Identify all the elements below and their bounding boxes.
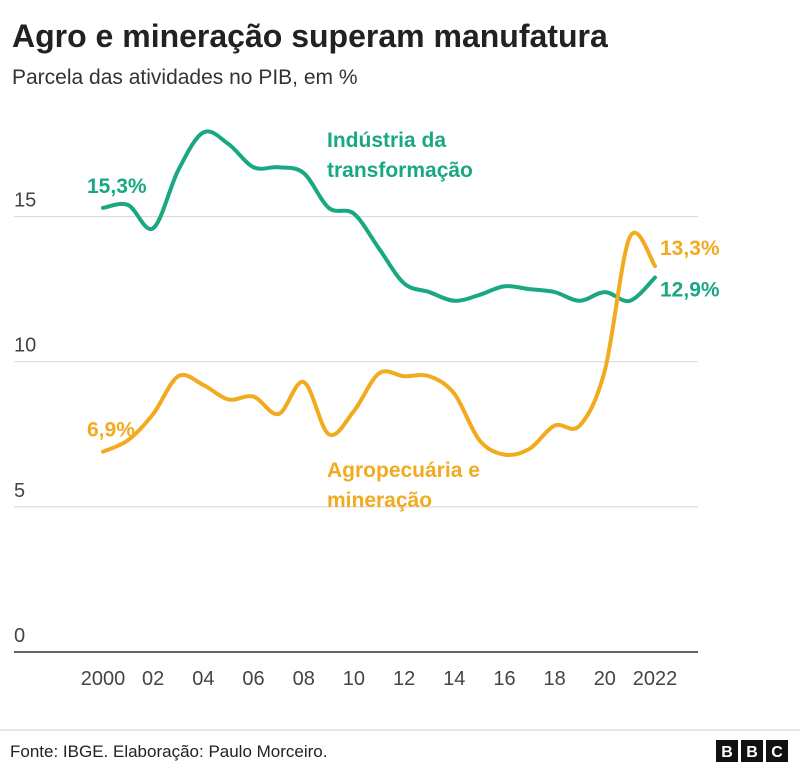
y-tick-label: 15 [14, 190, 36, 212]
series-line [101, 230, 657, 458]
x-tick-label: 2022 [633, 668, 678, 690]
y-tick-label: 10 [14, 335, 36, 357]
value-label: 13,3% [660, 237, 720, 260]
x-tick-label: 02 [142, 668, 164, 690]
x-tick-label: 12 [393, 668, 415, 690]
chart-subtitle: Parcela das atividades no PIB, em % [12, 66, 358, 89]
logo-box [766, 740, 788, 762]
x-tick-label: 10 [343, 668, 365, 690]
x-tick-label: 20 [594, 668, 616, 690]
value-label: 12,9% [660, 279, 720, 302]
series-line [101, 129, 657, 304]
x-tick-label: 08 [293, 668, 315, 690]
value-label: 15,3% [87, 175, 147, 198]
logo-letter: C [771, 744, 783, 761]
x-tick-label: 2000 [81, 668, 126, 690]
x-tick-label: 16 [493, 668, 515, 690]
value-label: 6,9% [87, 419, 135, 442]
logo-letter: B [721, 744, 733, 761]
series-name: Agropecuária e mineração [327, 459, 480, 512]
y-tick-label: 5 [14, 480, 25, 502]
x-tick-label: 06 [242, 668, 264, 690]
x-tick-label: 04 [192, 668, 214, 690]
logo-box [716, 740, 738, 762]
series-name: Indústria da transformação [327, 129, 473, 182]
logo-box [741, 740, 763, 762]
logo-letter: B [746, 744, 758, 761]
x-tick-label: 18 [544, 668, 566, 690]
y-tick-label: 0 [14, 625, 25, 647]
source: Fonte: IBGE. Elaboração: Paulo Morceiro. [10, 742, 328, 761]
chart-title: Agro e mineração superam manufatura [12, 18, 608, 54]
x-tick-label: 14 [443, 668, 465, 690]
